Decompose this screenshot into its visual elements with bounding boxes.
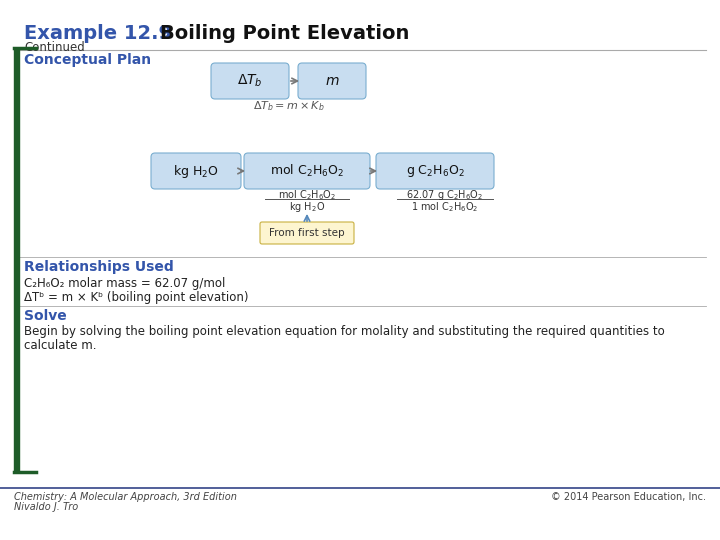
Text: g C$_2$H$_6$O$_2$: g C$_2$H$_6$O$_2$	[405, 163, 464, 179]
Text: $\Delta T_b = m \times K_b$: $\Delta T_b = m \times K_b$	[253, 99, 324, 113]
Text: $\Delta T_b$: $\Delta T_b$	[237, 73, 263, 89]
FancyBboxPatch shape	[376, 153, 494, 189]
Bar	[14, 48, 19, 472]
Text: calculate m.: calculate m.	[24, 339, 96, 352]
Text: ΔTᵇ = m × Kᵇ (boiling point elevation): ΔTᵇ = m × Kᵇ (boiling point elevation)	[24, 291, 248, 304]
Text: From first step: From first step	[269, 228, 345, 238]
Text: 1 mol C$_2$H$_6$O$_2$: 1 mol C$_2$H$_6$O$_2$	[411, 200, 479, 214]
FancyBboxPatch shape	[244, 153, 370, 189]
Text: Boiling Point Elevation: Boiling Point Elevation	[160, 24, 410, 43]
Text: kg H$_2$O: kg H$_2$O	[289, 200, 325, 214]
Text: Example 12.9: Example 12.9	[24, 24, 172, 43]
FancyBboxPatch shape	[260, 222, 354, 244]
Text: Conceptual Plan: Conceptual Plan	[24, 53, 151, 67]
Text: Chemistry: A Molecular Approach, 3rd Edition: Chemistry: A Molecular Approach, 3rd Edi…	[14, 492, 237, 502]
Text: Solve: Solve	[24, 309, 67, 323]
Text: Begin by solving the boiling point elevation equation for molality and substitut: Begin by solving the boiling point eleva…	[24, 325, 665, 338]
FancyBboxPatch shape	[298, 63, 366, 99]
Text: C₂H₆O₂ molar mass = 62.07 g/mol: C₂H₆O₂ molar mass = 62.07 g/mol	[24, 277, 225, 290]
FancyBboxPatch shape	[211, 63, 289, 99]
Text: kg H$_2$O: kg H$_2$O	[173, 163, 219, 179]
Text: Nivaldo J. Tro: Nivaldo J. Tro	[14, 502, 78, 512]
FancyBboxPatch shape	[151, 153, 241, 189]
Text: mol C$_2$H$_6$O$_2$: mol C$_2$H$_6$O$_2$	[270, 163, 344, 179]
Text: Continued: Continued	[24, 41, 85, 54]
Text: $m$: $m$	[325, 74, 339, 88]
Text: 62.07 g C$_2$H$_6$O$_2$: 62.07 g C$_2$H$_6$O$_2$	[406, 188, 484, 202]
Text: mol C$_2$H$_6$O$_2$: mol C$_2$H$_6$O$_2$	[278, 188, 336, 202]
Text: © 2014 Pearson Education, Inc.: © 2014 Pearson Education, Inc.	[551, 492, 706, 502]
Text: Relationships Used: Relationships Used	[24, 260, 174, 274]
